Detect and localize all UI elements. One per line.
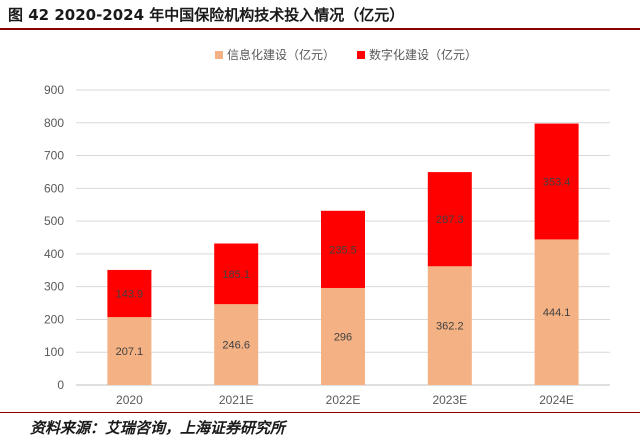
legend-label: 信息化建设（亿元）	[227, 47, 335, 62]
source-note: 资料来源：艾瑞咨询，上海证券研究所	[30, 419, 286, 437]
legend-swatch	[215, 51, 223, 59]
x-tick-label: 2020	[116, 393, 143, 407]
chart-area: 信息化建设（亿元） 数字化建设（亿元） 0 100 200 300 400 500 600 70…	[0, 30, 640, 410]
x-axis: 2020 2021E 2022E 2023E 2024E	[116, 393, 574, 407]
data-label: 246.6	[222, 340, 250, 352]
x-tick-label: 2021E	[219, 393, 254, 407]
data-label: 353.4	[543, 177, 571, 189]
x-tick-label: 2022E	[326, 393, 361, 407]
data-label: 296	[334, 331, 352, 343]
bar-segment	[214, 304, 259, 385]
data-label: 362.2	[436, 321, 464, 333]
bars: 207.1 143.9 246.6 185.1 296 235.5 362.2 287.3 44…	[107, 123, 579, 385]
x-tick-label: 2023E	[432, 393, 467, 407]
bar-segment	[214, 243, 259, 305]
stacked-bar-chart: 信息化建设（亿元） 数字化建设（亿元） 0 100 200 300 400 500 600 70…	[44, 47, 610, 407]
legend-label: 数字化建设（亿元）	[369, 47, 477, 62]
title-divider	[0, 28, 640, 30]
y-axis: 0 100 200 300 400 500 600 700 800 900	[44, 83, 64, 392]
bar-segment	[534, 123, 579, 240]
chart-title: 图 42 2020-2024 年中国保险机构技术投入情况（亿元）	[8, 6, 405, 24]
data-label: 444.1	[543, 307, 571, 319]
y-tick-label: 800	[44, 116, 64, 130]
gridlines	[76, 89, 610, 386]
y-tick-label: 200	[44, 312, 64, 326]
data-label: 235.5	[329, 244, 357, 256]
y-tick-label: 700	[44, 149, 64, 163]
data-label: 207.1	[116, 346, 144, 358]
bar-segment	[534, 239, 579, 385]
y-tick-label: 500	[44, 214, 64, 228]
bar-segment	[427, 266, 472, 385]
legend-swatch	[357, 51, 365, 59]
y-tick-label: 300	[44, 280, 64, 294]
source-divider	[0, 412, 640, 413]
y-tick-label: 100	[44, 345, 64, 359]
x-tick-label: 2024E	[539, 393, 574, 407]
legend: 信息化建设（亿元） 数字化建设（亿元）	[215, 47, 477, 62]
data-label: 185.1	[222, 269, 250, 281]
y-tick-label: 400	[44, 247, 64, 261]
data-label: 143.9	[116, 289, 144, 301]
bar-segment	[321, 210, 365, 288]
y-tick-label: 600	[44, 181, 64, 195]
bar-segment	[107, 317, 152, 385]
bar-segment	[321, 287, 365, 385]
data-label: 287.3	[436, 214, 464, 226]
bar-segment	[427, 172, 472, 267]
y-tick-label: 0	[57, 378, 64, 392]
bar-segment	[107, 269, 152, 318]
y-tick-label: 900	[44, 83, 64, 97]
